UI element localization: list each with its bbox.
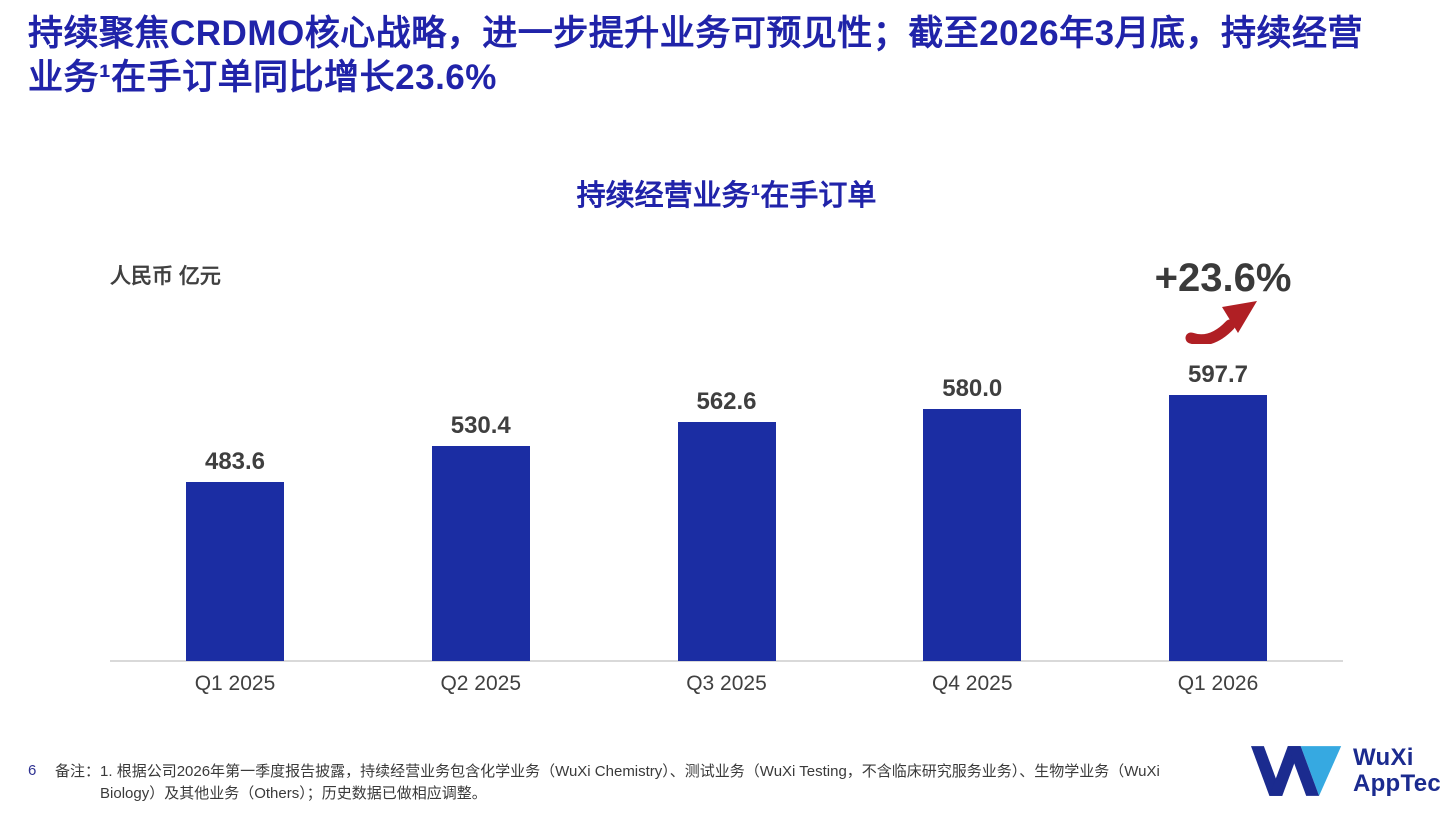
y-axis-unit-label: 人民币 亿元 bbox=[110, 265, 221, 288]
slide-headline: 持续聚焦CRDMO核心战略，进一步提升业务可预见性；截至2026年3月底，持续经… bbox=[28, 12, 1438, 101]
footnote-text: 1. 根据公司2026年第一季度报告披露，持续经营业务包含化学业务（WuXi C… bbox=[100, 763, 1160, 802]
slide-headline-line2: 业务¹在手订单同比增长23.6% bbox=[28, 58, 497, 98]
bar bbox=[677, 422, 776, 661]
x-axis-line bbox=[110, 660, 1343, 662]
wuxi-logo-text: WuXi AppTec bbox=[1353, 745, 1441, 797]
x-axis-label: Q4 2025 bbox=[931, 672, 1013, 695]
bar-value-label: 530.4 bbox=[450, 412, 511, 439]
logo-text-line1: WuXi bbox=[1352, 744, 1414, 772]
x-axis-label: Q2 2025 bbox=[440, 672, 522, 695]
wuxi-apptec-logo: WuXi AppTec bbox=[1250, 744, 1441, 798]
slide-headline-line1: 持续聚焦CRDMO核心战略，进一步提升业务可预见性；截至2026年3月底，持续经… bbox=[28, 14, 1364, 53]
footnote: 备注： 1. 根据公司2026年第一季度报告披露，持续经营业务包含化学业务（Wu… bbox=[55, 761, 1185, 805]
bar-value-label: 597.7 bbox=[1187, 361, 1249, 388]
page-number: 6 bbox=[28, 762, 37, 779]
chart-title: 持续经营业务¹在手订单 bbox=[576, 180, 877, 212]
bar-value-label: 580.0 bbox=[942, 375, 1003, 402]
bar bbox=[923, 409, 1022, 661]
bar bbox=[186, 482, 284, 661]
bar-value-label: 483.6 bbox=[204, 448, 266, 475]
bar bbox=[1169, 395, 1267, 661]
x-axis-label: Q1 2025 bbox=[194, 672, 276, 695]
bar-value-label: 562.6 bbox=[696, 388, 757, 415]
up-right-arrow-icon bbox=[1185, 301, 1257, 344]
wuxi-logo-icon bbox=[1250, 746, 1342, 796]
x-axis-label: Q3 2025 bbox=[686, 672, 767, 695]
bar bbox=[431, 446, 530, 661]
x-axis-label: Q1 2026 bbox=[1177, 672, 1259, 695]
logo-text-line2: AppTec bbox=[1352, 770, 1441, 797]
growth-annotation: +23.6% bbox=[1154, 256, 1292, 300]
footnote-label: 备注： bbox=[55, 763, 101, 780]
